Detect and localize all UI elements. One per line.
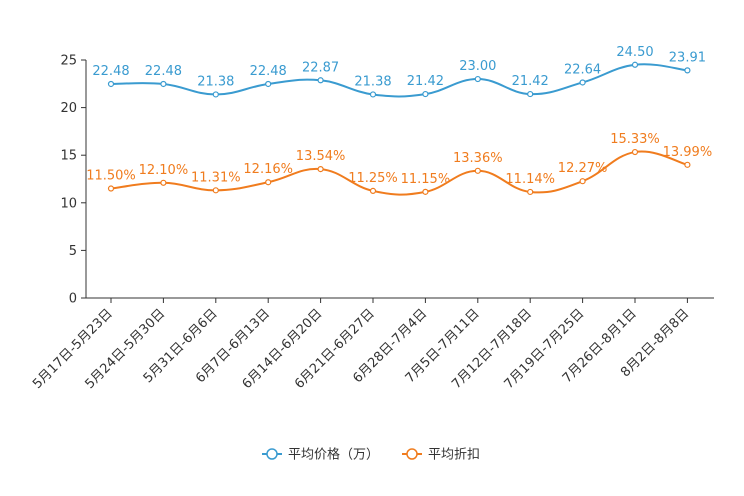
data-label: 21.38 [354, 74, 391, 89]
data-label: 11.50% [86, 169, 136, 184]
legend-marker-icon [266, 448, 278, 460]
data-label: 12.27% [558, 161, 608, 176]
legend-item-2[interactable]: 平均折扣 [402, 448, 480, 463]
data-point[interactable] [160, 179, 167, 186]
data-label: 23.91 [669, 50, 706, 65]
data-labels-layer: 22.48 22.48 21.38 22.48 22.87 21.38 21.42 23.00… [86, 45, 712, 187]
data-point[interactable] [265, 80, 272, 88]
data-point[interactable] [579, 178, 586, 185]
series-layer [107, 61, 691, 196]
data-point[interactable] [579, 79, 586, 86]
data-label: 11.15% [401, 172, 451, 187]
data-point[interactable] [422, 90, 429, 98]
legend-marker-icon [406, 448, 418, 460]
legend-label: 平均折扣 [428, 448, 480, 463]
data-label: 21.38 [197, 74, 234, 89]
data-label: 21.42 [512, 74, 549, 89]
x-axis: 5月17日-5月23日5月24日-5月30日5月31日-6月6日6月7日-6月1… [30, 297, 714, 392]
y-tick-label: 0 [69, 292, 77, 307]
y-tick-label: 25 [60, 54, 77, 69]
data-point[interactable] [369, 91, 377, 98]
data-label: 11.14% [505, 172, 555, 187]
data-point[interactable] [527, 90, 534, 98]
data-label: 24.50 [616, 45, 653, 60]
data-label: 13.36% [453, 151, 503, 166]
y-tick-label: 10 [60, 196, 77, 211]
y-tick-label: 15 [60, 149, 77, 164]
y-tick-label: 5 [69, 244, 77, 259]
data-point[interactable] [474, 167, 481, 174]
data-label: 13.54% [296, 149, 346, 164]
data-point[interactable] [265, 179, 272, 186]
legend: 平均价格（万） 平均折扣 [262, 447, 480, 463]
data-point[interactable] [369, 187, 377, 194]
legend-item-1[interactable]: 平均价格（万） [262, 447, 379, 463]
data-point[interactable] [474, 75, 481, 83]
data-point[interactable] [631, 148, 639, 156]
data-label: 22.48 [250, 64, 287, 79]
data-label: 21.42 [407, 74, 444, 89]
data-point[interactable] [684, 161, 691, 168]
y-axis: 0 5 10 15 20 25 [60, 54, 87, 307]
data-point[interactable] [422, 188, 429, 195]
data-label: 23.00 [459, 59, 496, 74]
data-label: 22.64 [564, 62, 601, 77]
data-label: 22.87 [302, 60, 339, 75]
data-label: 22.48 [145, 64, 182, 79]
data-point[interactable] [527, 188, 534, 196]
data-point[interactable] [317, 77, 324, 84]
data-point[interactable] [212, 91, 219, 98]
data-point[interactable] [317, 165, 324, 173]
data-point[interactable] [212, 187, 219, 194]
data-label: 22.48 [92, 64, 129, 79]
data-point[interactable] [160, 80, 167, 88]
data-point[interactable] [631, 61, 639, 68]
data-point[interactable] [684, 67, 691, 74]
data-point[interactable] [107, 80, 115, 88]
series-line-1 [110, 63, 688, 98]
y-tick-label: 20 [60, 101, 77, 116]
data-label: 12.10% [139, 163, 189, 178]
series-line-2 [110, 150, 688, 196]
data-label: 15.33% [610, 132, 660, 147]
data-label: 11.25% [348, 171, 398, 186]
data-label: 13.99% [663, 145, 713, 160]
data-label: 12.16% [243, 162, 293, 177]
legend-label: 平均价格（万） [288, 447, 379, 463]
data-point[interactable] [107, 185, 115, 192]
data-label: 11.31% [191, 170, 241, 185]
